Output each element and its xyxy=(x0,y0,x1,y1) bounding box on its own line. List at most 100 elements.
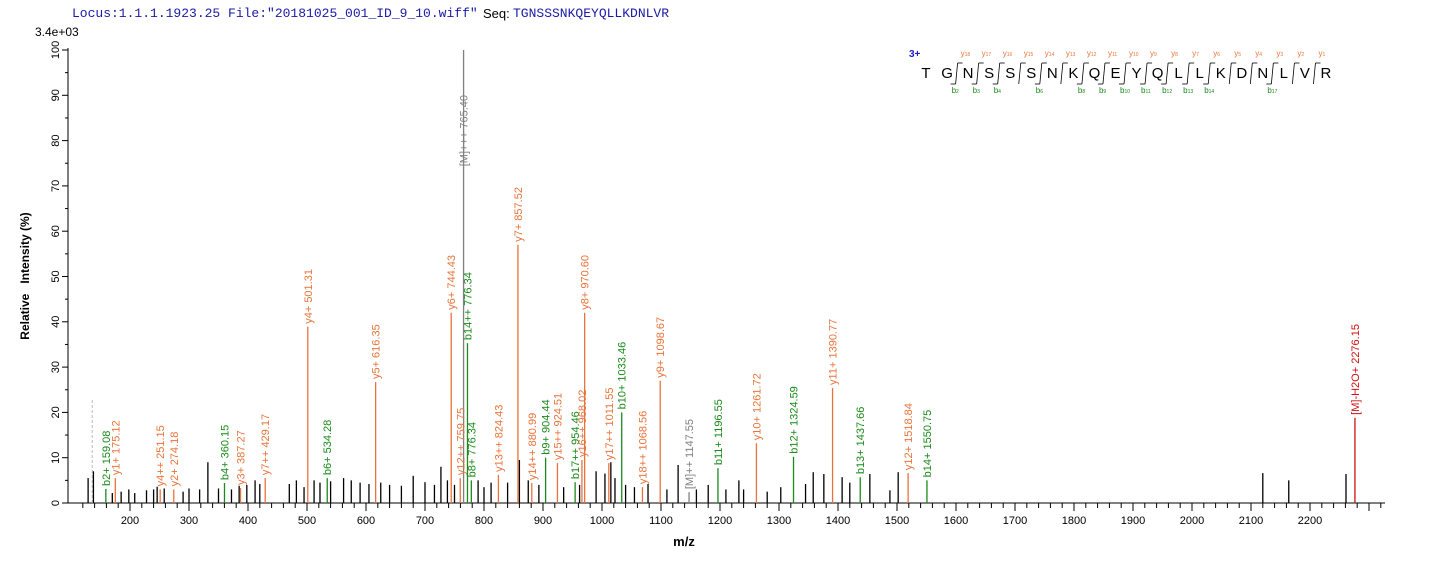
cleavage-marker xyxy=(1228,62,1232,85)
b-ion-marker: b14 xyxy=(1204,86,1214,95)
b-ion-label: b4+ 360.15 xyxy=(219,425,231,480)
y-ion-marker: y6 xyxy=(1213,49,1220,58)
b-ion-marker: b13 xyxy=(1183,86,1193,95)
residue: D xyxy=(1236,65,1247,82)
y-tick-label: 30 xyxy=(50,361,62,373)
residue: S xyxy=(1026,65,1036,82)
residue: Q xyxy=(1152,65,1164,82)
precursor-ion-label: [M]++ 1147.55 xyxy=(684,419,696,489)
residue: L xyxy=(1195,65,1203,82)
b-ion-marker: b3 xyxy=(973,86,980,95)
x-tick-label: 1500 xyxy=(885,515,909,527)
y-ion-marker: y3 xyxy=(1276,49,1283,58)
peaks xyxy=(87,50,1356,503)
x-tick-label: 2100 xyxy=(1239,515,1263,527)
b-ion-label: b8+ 776.34 xyxy=(466,422,478,477)
x-tick-label: 1100 xyxy=(649,515,673,527)
b-ion-label: b17++ 954.46 xyxy=(570,411,582,479)
residue: K xyxy=(1068,65,1078,82)
cleavage-marker xyxy=(955,62,958,85)
y-ion-marker: y4 xyxy=(1255,49,1262,58)
b-ion-label: b14++ 776.34 xyxy=(462,272,474,340)
b-ion-label: b2+ 159.08 xyxy=(101,431,113,486)
y-ion-marker: y9 xyxy=(1150,49,1157,58)
y-ion-label: y2+ 274.18 xyxy=(169,432,181,487)
residue: T xyxy=(921,65,930,82)
cleavage-marker xyxy=(1144,62,1148,85)
y-ion-marker: y2 xyxy=(1297,49,1304,58)
cleavage-marker xyxy=(1270,62,1274,85)
y-max-label: 3.4e+03 xyxy=(35,25,79,39)
x-tick-label: 1400 xyxy=(826,515,850,527)
x-tick-label: 700 xyxy=(416,515,434,527)
y-ion-label: y3+ 387.27 xyxy=(235,430,247,485)
y-ion-marker: y18 xyxy=(961,49,971,58)
y-ion-label: y9+ 1098.67 xyxy=(655,317,667,378)
x-tick-label: 1800 xyxy=(1062,515,1086,527)
x-tick-label: 900 xyxy=(534,515,552,527)
cleavage-marker xyxy=(1207,62,1211,85)
residue: N xyxy=(1047,65,1058,82)
b-ion-marker: b2 xyxy=(952,86,959,95)
b-ion-marker: b4 xyxy=(994,86,1001,95)
y-tick-label: 0 xyxy=(50,500,62,506)
y-ion-marker: y15 xyxy=(1024,49,1034,58)
y-tick-label: 50 xyxy=(50,270,62,282)
y-ion-marker: y13 xyxy=(1066,49,1076,58)
y-ion-label: y4+ 501.31 xyxy=(303,269,315,324)
cleavage-marker xyxy=(1123,62,1127,85)
sequence-panel: 3+T G N S S S N K Q E Y Q L L K D N L V Ry18b2y17b3y16b4y15… xyxy=(909,49,1332,95)
residue: K xyxy=(1216,65,1226,82)
y-tick-label: 100 xyxy=(50,41,62,59)
y-ion-marker: y16 xyxy=(1003,49,1013,58)
y-ion-label: y4++ 251.15 xyxy=(155,425,167,486)
b-ion-marker: b10 xyxy=(1120,86,1130,95)
b-ion-marker: b12 xyxy=(1162,86,1172,95)
b-ion-marker: b6 xyxy=(1036,86,1043,95)
residue: L xyxy=(1280,65,1288,82)
residue: G xyxy=(941,65,953,82)
x-tick-label: 800 xyxy=(475,515,493,527)
cleavage-marker xyxy=(1018,62,1022,85)
y-ion-marker: y8 xyxy=(1171,49,1178,58)
residue: E xyxy=(1110,65,1120,82)
x-tick-label: 500 xyxy=(298,515,316,527)
x-tick-label: 1200 xyxy=(708,515,732,527)
b-ion-label: b13+ 1437.66 xyxy=(855,407,867,475)
cleavage-marker xyxy=(1081,62,1085,85)
locus-file-label: Locus:1.1.1.1923.25 File:"20181025_001_I… xyxy=(72,6,478,21)
cleavage-marker xyxy=(976,62,980,85)
y-ion-marker: y7 xyxy=(1192,49,1199,58)
residue: Y xyxy=(1131,65,1141,82)
y-ion-label: y10+ 1261.72 xyxy=(751,373,763,440)
y-ion-label: y7+ 857.52 xyxy=(513,187,525,242)
cleavage-marker xyxy=(1102,62,1106,85)
residue: N xyxy=(1257,65,1268,82)
y-tick-label: 90 xyxy=(50,89,62,101)
y-ion-label: y7++ 429.17 xyxy=(260,414,272,475)
precursor-ion-label: [M]+++ 765.40 xyxy=(459,95,471,166)
cleavage-marker xyxy=(1060,62,1064,85)
y-ion-marker: y17 xyxy=(982,49,992,58)
x-axis-label: m/z xyxy=(673,534,695,549)
residue: R xyxy=(1321,65,1332,82)
x-tick-label: 1600 xyxy=(944,515,968,527)
cleavage-marker xyxy=(1165,62,1169,85)
residue: L xyxy=(1174,65,1182,82)
y-ion-marker: y1 xyxy=(1318,49,1325,58)
y-ion-label: y6+ 744.43 xyxy=(446,255,458,310)
b-ion-label: b6+ 534.28 xyxy=(322,420,334,475)
x-tick-label: 600 xyxy=(357,515,375,527)
y-tick-label: 60 xyxy=(50,225,62,237)
y-tick-label: 20 xyxy=(50,406,62,418)
b-ion-label: b12+ 1324.59 xyxy=(789,386,801,454)
b-ion-marker: b11 xyxy=(1141,86,1151,95)
y-tick-label: 10 xyxy=(50,452,62,464)
y-ion-label: y5+ 616.35 xyxy=(371,324,383,379)
b-ion-marker: b8 xyxy=(1078,86,1085,95)
y-tick-label: 40 xyxy=(50,316,62,328)
y-ion-label: y15++ 924.51 xyxy=(552,393,564,460)
y-ion-label: y18++ 1068.56 xyxy=(637,411,649,484)
y-ion-marker: y5 xyxy=(1234,49,1241,58)
